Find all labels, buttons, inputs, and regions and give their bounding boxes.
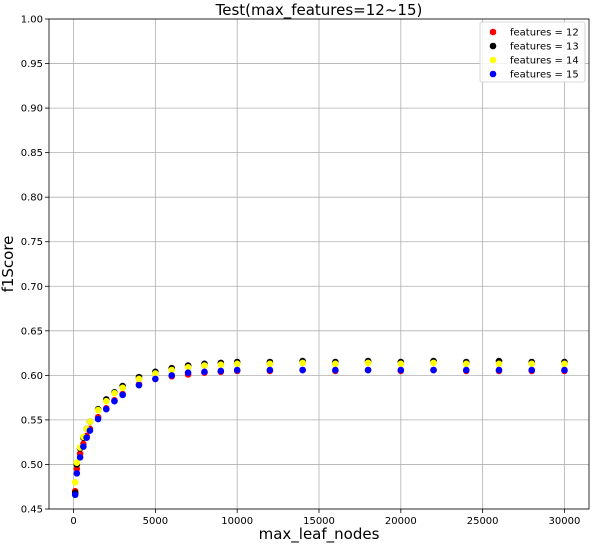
data-point [168, 372, 176, 379]
legend-label: features = 14 [510, 56, 579, 67]
chart-title: Test(max_features=12~15) [215, 1, 423, 20]
y-tick-label: 0.80 [21, 193, 43, 204]
y-axis-ticks: 0.45 0.50 0.55 0.60 0.65 0.70 0.75 0.80 0.85 0.90… [21, 15, 49, 516]
data-point [119, 384, 126, 392]
data-point [233, 360, 241, 368]
data-point [71, 491, 79, 499]
x-tick-label: 20000 [385, 516, 417, 527]
data-point [561, 366, 568, 374]
y-tick-label: 1.00 [21, 15, 43, 26]
y-tick-label: 0.95 [21, 59, 43, 70]
data-point [462, 366, 470, 374]
data-point [201, 362, 208, 369]
data-point [332, 366, 339, 374]
y-tick-label: 0.55 [21, 415, 43, 426]
data-point [495, 360, 503, 368]
legend-label: features = 15 [510, 70, 579, 81]
data-point [102, 405, 110, 413]
y-tick-label: 0.90 [21, 104, 43, 115]
legend-box [479, 21, 586, 83]
data-point [184, 364, 192, 371]
data-point [94, 415, 102, 423]
y-tick-label: 0.85 [21, 148, 43, 159]
y-tick-label: 0.60 [21, 371, 43, 382]
x-axis-ticks: 0 5000 10000 15000 20000 25000 30000 [70, 509, 580, 527]
y-tick-label: 0.70 [21, 282, 43, 293]
data-point [233, 366, 241, 374]
data-point [135, 381, 143, 389]
y-tick-label: 0.75 [21, 237, 43, 248]
data-point [86, 427, 94, 434]
x-tick-label: 25000 [467, 516, 499, 527]
data-point [217, 361, 225, 368]
data-point [528, 360, 536, 368]
y-tick-label: 0.65 [21, 326, 43, 337]
x-tick-label: 10000 [221, 516, 253, 527]
data-point [152, 375, 159, 383]
data-point [86, 418, 94, 425]
data-point [364, 359, 372, 367]
data-point [217, 367, 225, 375]
data-point [76, 454, 84, 461]
legend: features = 12 features = 13 features = 14 f… [479, 21, 586, 83]
data-point [561, 360, 568, 368]
data-point [111, 389, 118, 397]
data-point [73, 470, 81, 477]
data-point [73, 459, 81, 466]
data-point [80, 443, 87, 450]
data-point [201, 368, 208, 376]
y-tick-label: 0.45 [21, 505, 43, 516]
x-tick-label: 5000 [143, 516, 168, 527]
legend-marker [489, 28, 497, 36]
x-tick-label: 30000 [549, 516, 581, 527]
data-point [168, 366, 176, 374]
x-axis-label: max_leaf_nodes [259, 525, 380, 544]
data-point [135, 375, 143, 383]
data-point [266, 366, 274, 374]
legend-marker [489, 56, 497, 64]
data-point [94, 406, 102, 414]
data-point [299, 366, 306, 374]
y-tick-label: 0.50 [21, 460, 43, 471]
data-point [299, 359, 306, 367]
y-axis-label: f1Score [0, 236, 17, 293]
series-4 [71, 366, 568, 499]
data-point [152, 370, 159, 377]
legend-label: features = 13 [510, 42, 579, 53]
legend-marker [489, 70, 497, 78]
data-point [364, 366, 372, 374]
data-point [111, 397, 118, 405]
x-tick-label: 15000 [303, 516, 335, 527]
series-3 [71, 359, 568, 486]
data-point [462, 360, 470, 368]
data-point [495, 366, 503, 374]
data-point [528, 366, 536, 374]
data-point [102, 397, 110, 405]
data-point [266, 360, 274, 368]
data-point [430, 366, 437, 374]
data-point [397, 360, 405, 368]
data-point [119, 391, 126, 399]
data-point [430, 359, 437, 367]
data-points [71, 357, 568, 499]
legend-label: features = 12 [510, 28, 579, 39]
data-point [83, 434, 90, 442]
legend-marker [489, 42, 497, 50]
data-point [332, 360, 339, 368]
data-point [397, 366, 405, 374]
x-tick-label: 0 [70, 516, 76, 527]
data-point [184, 369, 192, 376]
data-point [71, 478, 79, 486]
